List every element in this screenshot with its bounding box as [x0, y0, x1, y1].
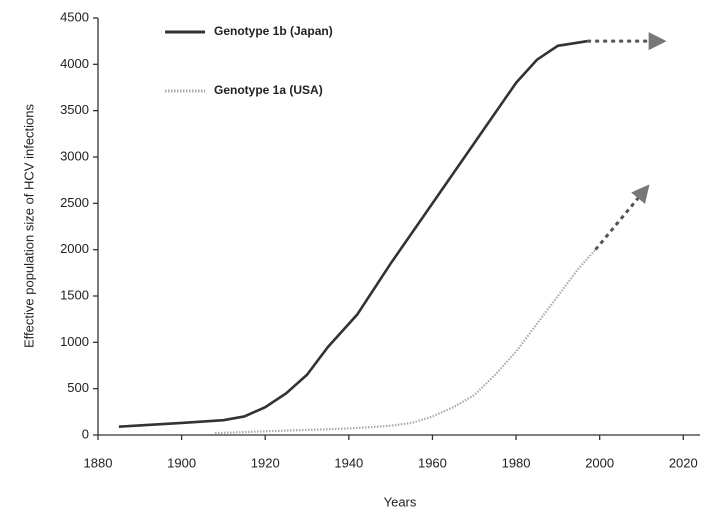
y-tick-label: 500 — [67, 380, 89, 395]
x-tick-label: 1900 — [167, 455, 196, 470]
y-tick-label: 4000 — [60, 56, 89, 71]
series-line — [215, 248, 597, 435]
x-tick-label: 2020 — [669, 455, 698, 470]
legend-label: Genotype 1a (USA) — [214, 83, 323, 97]
x-tick-label: 1960 — [418, 455, 447, 470]
y-tick-label: 3000 — [60, 148, 89, 163]
projection-arrow — [594, 184, 650, 251]
y-tick-label: 2000 — [60, 241, 89, 256]
x-tick-label: 1880 — [84, 455, 113, 470]
y-axis-label: Effective population size of HCV infecti… — [21, 104, 36, 349]
y-tick-label: 3500 — [60, 102, 89, 117]
y-tick-label: 0 — [82, 426, 89, 441]
series-line — [118, 39, 588, 428]
x-tick-label: 2000 — [585, 455, 614, 470]
y-tick-label: 1500 — [60, 287, 89, 302]
x-axis-label: Years — [384, 494, 417, 509]
y-tick-label: 4500 — [60, 9, 89, 24]
y-tick-label: 2500 — [60, 195, 89, 210]
x-tick-label: 1920 — [251, 455, 280, 470]
legend-label: Genotype 1b (Japan) — [214, 24, 333, 38]
x-tick-label: 1980 — [502, 455, 531, 470]
y-tick-label: 1000 — [60, 334, 89, 349]
x-tick-label: 1940 — [334, 455, 363, 470]
